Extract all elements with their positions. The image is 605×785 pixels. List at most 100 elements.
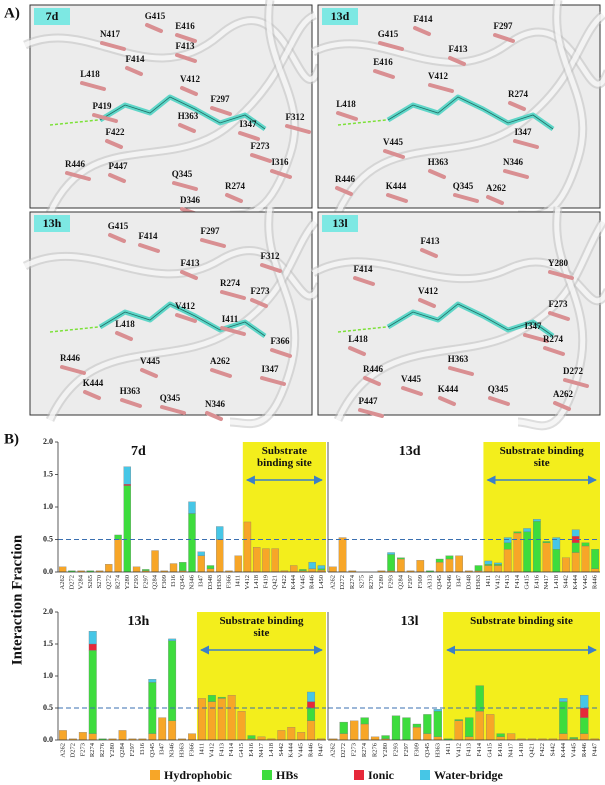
annotation-text: Substrate binding site: [470, 615, 573, 627]
residue-label: G415: [145, 11, 166, 21]
hbond: [49, 119, 99, 126]
tag-box: [322, 8, 358, 25]
x-tick-label: R276: [368, 574, 375, 589]
bar-segment: [552, 549, 561, 573]
residue-label: P419: [93, 101, 112, 111]
x-tick-label: F413: [466, 743, 473, 756]
bar-segment: [503, 542, 512, 550]
residue-stick: [353, 276, 375, 286]
bar-segment: [88, 733, 97, 741]
x-tick-label: F297: [129, 742, 136, 756]
bar-segment: [496, 733, 505, 737]
x-tick-label: F414: [514, 574, 521, 588]
bar-segment: [169, 563, 178, 573]
bar-segment: [307, 707, 316, 721]
bar-segment: [78, 732, 87, 741]
legend-label: Ionic: [368, 768, 395, 782]
backbone-ribbon: [47, 12, 317, 215]
residue-label: L418: [115, 319, 135, 329]
chart-title: 13h: [128, 614, 150, 629]
y-tick-label: 1.5: [43, 469, 53, 478]
x-tick-label: Q284: [119, 742, 126, 757]
binding-site-highlight: [483, 442, 600, 572]
y-tick-label: 0.0: [43, 735, 53, 744]
residue-stick: [138, 243, 160, 253]
bar-segment: [465, 736, 474, 741]
annotation: Substrate binding site: [257, 445, 312, 469]
x-tick-label: K444: [572, 574, 579, 589]
residue-label: V412: [428, 71, 448, 81]
bar-segment: [416, 560, 425, 573]
residue-label: K444: [83, 378, 104, 388]
residue-stick: [285, 124, 311, 134]
x-tick-label: E416: [248, 742, 255, 756]
x-tick-label: G415: [524, 575, 531, 589]
residue-label: R446: [65, 159, 85, 169]
bar-segment: [299, 569, 307, 571]
bar-segment: [360, 717, 369, 725]
x-tick-label: S442: [278, 743, 285, 756]
residue-label: R274: [508, 89, 528, 99]
x-tick-label: A262: [329, 575, 336, 589]
residue-stick: [438, 396, 456, 406]
residue-stick: [448, 366, 474, 376]
bar-segment: [88, 643, 97, 651]
x-tick-label: V445: [570, 743, 577, 757]
bar-segment: [253, 547, 261, 573]
x-tick-label: F422: [539, 743, 546, 756]
residue-stick: [336, 111, 358, 121]
residue-stick: [220, 326, 246, 336]
bar-segment: [151, 550, 159, 573]
residue-label: L418: [336, 99, 356, 109]
x-tick-label: F273: [351, 743, 358, 756]
structure-panel: 7d G415 E416 N417 F414 F413 L418 V412 F297 P419 H3…: [23, 0, 325, 220]
bar-segment: [123, 484, 131, 486]
bar-segment: [308, 568, 316, 573]
residue-label: R274: [543, 334, 563, 344]
bar-segment: [188, 733, 196, 741]
x-tick-label: I316: [139, 742, 146, 755]
x-tick-label: S265: [87, 575, 94, 588]
bar-segment: [581, 542, 590, 547]
bar-segment: [247, 735, 256, 739]
legend-swatch: [354, 770, 364, 780]
residue-label: P447: [109, 161, 128, 171]
x-tick-label: V284: [78, 574, 85, 589]
bar-segment: [580, 717, 589, 734]
tag: 13l: [332, 216, 348, 230]
residue-label: I316: [271, 157, 289, 167]
bar-segment: [198, 698, 206, 741]
residue-stick: [335, 186, 353, 196]
x-tick-label: N346: [446, 574, 453, 589]
residue-stick: [428, 83, 454, 93]
bar-segment: [197, 555, 205, 573]
bar-segment: [402, 717, 411, 741]
bar-segment: [148, 733, 157, 741]
x-tick-label: D272: [68, 575, 75, 589]
residue-stick: [260, 263, 282, 273]
x-tick-label: K444: [290, 574, 297, 589]
x-tick-label: N417: [508, 742, 515, 757]
x-tick-label: Q272: [105, 575, 112, 589]
residue-stick: [175, 313, 197, 323]
bar-segment: [158, 717, 167, 741]
bar-segment: [542, 541, 551, 543]
residue-stick: [210, 106, 232, 116]
x-tick-label: I411: [445, 743, 452, 755]
residue-label: Q345: [172, 169, 193, 179]
residue-label: A262: [553, 389, 573, 399]
bar-segment: [559, 698, 568, 702]
bar-segment: [114, 539, 122, 573]
residue-label: L418: [348, 334, 368, 344]
residue-stick: [553, 401, 571, 411]
x-tick-label: I347: [456, 574, 463, 587]
bar-segment: [217, 698, 226, 741]
bar-segment: [423, 733, 432, 741]
residue-label: Y280: [548, 258, 568, 268]
backbone-ribbon: [47, 220, 317, 422]
residue-label: R274: [220, 278, 240, 288]
bar-segment: [118, 730, 127, 741]
residue-label: F273: [251, 286, 270, 296]
bar-segment: [571, 529, 580, 537]
residue-label: F414: [126, 54, 145, 64]
